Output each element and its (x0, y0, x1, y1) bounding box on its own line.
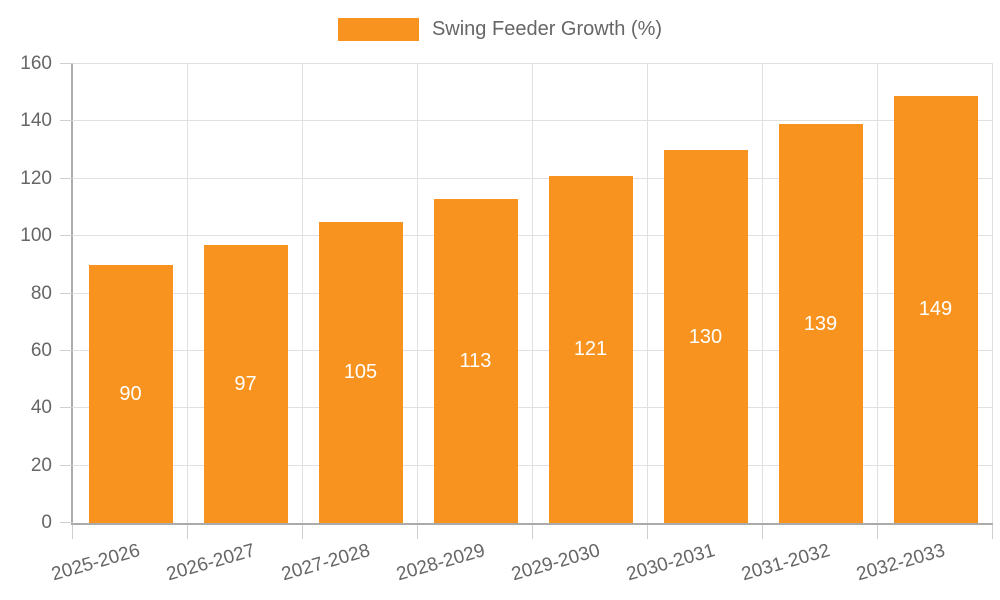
y-tick-label: 20 (30, 454, 52, 476)
y-tick-mark (60, 292, 73, 294)
x-gridline (992, 64, 993, 523)
x-tick-label: 2032-2033 (853, 540, 948, 586)
y-tick-mark (60, 177, 73, 179)
bar[interactable] (433, 198, 518, 523)
y-tick-label: 60 (30, 339, 52, 361)
legend[interactable]: Swing Feeder Growth (%) (0, 17, 1000, 41)
x-tick-mark (187, 525, 188, 539)
bar[interactable] (778, 124, 863, 523)
x-tick-label: 2028-2029 (393, 540, 488, 586)
y-tick-mark (60, 464, 73, 466)
y-tick-label: 100 (20, 225, 52, 247)
y-tick-label: 160 (20, 53, 52, 74)
x-gridline (647, 64, 648, 523)
y-gridline (73, 407, 993, 409)
bar[interactable] (88, 264, 173, 523)
y-tick-mark (60, 522, 73, 523)
x-tick-label: 2030-2031 (623, 540, 718, 586)
x-tick-mark (877, 525, 878, 539)
y-gridline (73, 464, 993, 466)
y-tick-mark (60, 349, 73, 351)
bar[interactable] (318, 221, 403, 523)
y-tick-label: 0 (41, 512, 52, 533)
x-gridline (187, 64, 188, 523)
bar[interactable] (548, 175, 633, 523)
x-tick-mark (532, 525, 533, 539)
x-gridline (877, 64, 878, 523)
x-tick-mark (417, 525, 418, 539)
bar[interactable] (203, 244, 288, 523)
x-tick-mark (762, 525, 763, 539)
y-gridline (73, 292, 993, 294)
x-tick-mark (72, 525, 73, 539)
y-tick-label: 120 (20, 167, 52, 189)
legend-swatch-icon[interactable] (337, 17, 419, 41)
x-gridline (532, 64, 533, 523)
x-gridline (762, 64, 763, 523)
y-gridline (73, 120, 993, 122)
y-tick-mark (60, 120, 73, 122)
x-tick-label: 2031-2032 (738, 540, 833, 586)
y-gridline (73, 63, 993, 64)
x-tick-mark (992, 525, 993, 539)
y-gridline (73, 235, 993, 237)
x-gridline (302, 64, 303, 523)
x-tick-label: 2027-2028 (278, 540, 373, 586)
x-tick-label: 2026-2027 (163, 540, 258, 586)
x-gridline (417, 64, 418, 523)
y-gridline (73, 177, 993, 179)
y-tick-mark (60, 407, 73, 409)
y-tick-label: 140 (20, 110, 52, 132)
x-tick-label: 2029-2030 (508, 540, 603, 586)
legend-label[interactable]: Swing Feeder Growth (%) (431, 18, 663, 40)
x-tick-mark (302, 525, 303, 539)
y-tick-mark (60, 235, 73, 237)
plot-area (71, 64, 993, 525)
y-gridline (73, 349, 993, 351)
x-tick-label: 2025-2026 (48, 540, 143, 586)
y-tick-label: 40 (30, 397, 52, 419)
x-tick-mark (647, 525, 648, 539)
y-tick-mark (60, 63, 73, 64)
y-tick-label: 80 (30, 282, 52, 304)
bar[interactable] (663, 150, 748, 523)
bar[interactable] (893, 95, 978, 523)
